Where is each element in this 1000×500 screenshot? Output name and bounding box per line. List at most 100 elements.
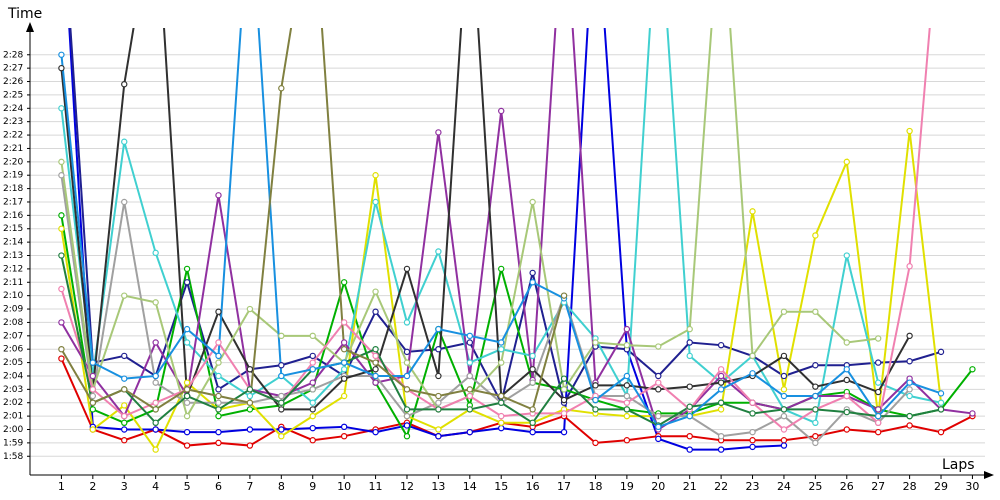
lap-point: [906, 332, 913, 340]
lap-point: [623, 382, 631, 389]
lap-point: [717, 366, 725, 373]
lap-point: [152, 419, 159, 427]
x-tick-label: 23: [746, 480, 760, 493]
y-tick-label: 2:05: [3, 358, 23, 368]
lap-point: [843, 252, 850, 259]
lap-point: [749, 399, 756, 406]
lap-point: [435, 426, 442, 433]
lap-point: [592, 382, 599, 389]
lap-point: [498, 265, 505, 273]
lap-point: [686, 383, 693, 390]
lap-point: [780, 437, 788, 444]
lap-point: [812, 308, 819, 315]
lap-point: [152, 406, 159, 413]
y-tick-label: 2:12: [3, 264, 23, 274]
x-tick-label: 15: [494, 480, 508, 493]
lap-point: [372, 198, 379, 206]
lap-point: [246, 442, 254, 449]
lap-point: [121, 412, 128, 420]
lap-point: [340, 432, 348, 440]
lap-point: [372, 359, 379, 366]
x-tick-label: 26: [840, 480, 854, 493]
lap-point: [529, 269, 536, 277]
y-tick-label: 2:27: [3, 64, 23, 74]
lap-point: [717, 372, 725, 380]
lap-point: [812, 392, 819, 400]
lap-point: [749, 443, 756, 451]
lap-point: [812, 232, 819, 239]
lap-point: [89, 406, 97, 413]
lap-point: [215, 399, 222, 406]
lap-point: [58, 319, 65, 326]
lap-point: [152, 426, 159, 433]
y-tick-label: 2:28: [3, 50, 23, 60]
lap-point: [278, 85, 285, 92]
lap-point: [717, 341, 725, 349]
lap-point: [843, 366, 850, 373]
lap-point: [340, 339, 348, 346]
lap-point: [466, 428, 474, 436]
y-tick-label: 1:59: [3, 438, 23, 448]
lap-point: [623, 412, 631, 420]
lap-point: [529, 419, 536, 427]
lap-point: [340, 359, 348, 366]
lap-point: [403, 412, 411, 420]
lap-point: [780, 442, 788, 449]
y-axis-title: Time: [7, 6, 42, 22]
lap-point: [372, 366, 379, 373]
lap-point: [937, 399, 945, 406]
lap-point: [435, 432, 442, 440]
lap-point: [246, 386, 254, 393]
y-tick-label: 2:03: [3, 385, 23, 395]
lap-point: [183, 412, 191, 420]
lap-point: [623, 437, 631, 444]
lap-point: [246, 366, 254, 373]
lap-point: [498, 359, 505, 366]
lap-point: [121, 419, 128, 427]
lap-point: [780, 392, 788, 400]
x-tick-label: 4: [152, 480, 159, 493]
lap-point: [89, 392, 97, 400]
lap-point: [843, 408, 850, 416]
lap-point: [812, 362, 819, 369]
lap-point: [655, 412, 662, 420]
lap-point: [529, 406, 536, 413]
lap-point: [435, 248, 442, 255]
lap-point: [874, 335, 882, 342]
lap-point: [278, 432, 285, 440]
y-tick-label: 2:20: [3, 157, 23, 167]
lap-point: [121, 292, 128, 299]
y-tick-label: 2:18: [3, 184, 23, 194]
lap-point: [717, 446, 725, 453]
lap-point: [58, 105, 65, 112]
lap-point: [58, 252, 65, 259]
lap-point: [372, 345, 379, 353]
lap-point: [655, 435, 662, 443]
lap-point: [529, 198, 536, 206]
lap-point: [121, 386, 128, 393]
lap-point: [121, 138, 128, 145]
lap-point: [623, 406, 631, 413]
lap-point: [340, 279, 348, 286]
lap-point: [843, 426, 850, 433]
lap-point: [403, 406, 411, 413]
lap-point: [403, 386, 411, 393]
lap-point: [623, 392, 631, 400]
lap-point: [812, 439, 819, 447]
lap-point: [874, 379, 882, 386]
lap-point: [372, 308, 379, 315]
lap-point: [623, 372, 631, 380]
y-axis-arrow: [26, 22, 34, 32]
lap-point: [309, 399, 316, 406]
lap-point: [340, 319, 348, 326]
lap-point: [749, 437, 756, 444]
lap-point: [58, 355, 65, 362]
lap-point: [906, 358, 913, 365]
lap-point: [403, 359, 411, 366]
lap-point: [435, 392, 442, 400]
lap-point: [749, 352, 756, 360]
lap-point: [780, 352, 788, 360]
lap-point: [121, 402, 128, 409]
y-tick-label: 2:11: [3, 278, 23, 288]
lap-point: [874, 412, 882, 420]
